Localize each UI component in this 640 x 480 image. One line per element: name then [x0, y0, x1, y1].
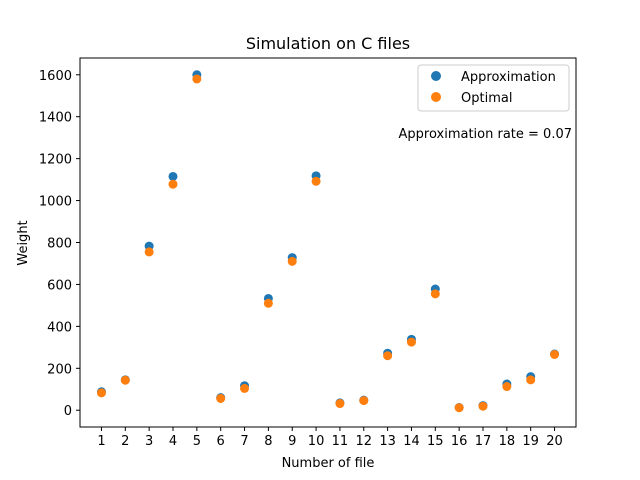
- x-tick-label: 20: [546, 434, 563, 449]
- x-tick-label: 7: [240, 434, 248, 449]
- point-optimal: [335, 399, 345, 409]
- x-axis-label: Number of file: [282, 456, 375, 471]
- x-tick-label: 3: [145, 434, 153, 449]
- y-tick-label: 400: [47, 320, 72, 335]
- point-optimal: [263, 298, 273, 308]
- point-optimal: [216, 393, 226, 403]
- point-optimal: [144, 247, 154, 257]
- point-optimal: [406, 337, 416, 347]
- point-optimal: [287, 256, 297, 266]
- chart-title: Simulation on C files: [246, 34, 410, 53]
- point-optimal: [526, 375, 536, 385]
- y-tick-label: 1600: [39, 69, 72, 84]
- x-tick-label: 10: [308, 434, 325, 449]
- point-optimal: [120, 375, 130, 385]
- approximation-rate-annotation: Approximation rate = 0.07: [399, 127, 573, 142]
- point-approximation: [168, 171, 178, 181]
- point-optimal: [502, 382, 512, 392]
- y-tick-label: 1000: [39, 195, 72, 210]
- x-tick-label: 11: [332, 434, 349, 449]
- x-tick-label: 4: [169, 434, 177, 449]
- legend-marker-optimal: [431, 92, 441, 102]
- x-tick-label: 14: [403, 434, 420, 449]
- point-optimal: [311, 176, 321, 186]
- y-tick-label: 1400: [39, 111, 72, 126]
- point-optimal: [383, 351, 393, 361]
- point-optimal: [96, 388, 106, 398]
- y-tick-label: 200: [47, 362, 72, 377]
- point-optimal: [192, 74, 202, 84]
- y-tick-label: 0: [64, 404, 72, 419]
- x-axis: 1 2 3 4 5 6 7 8 9 10 11 12 13 14 15 16 17 18 19 20: [97, 427, 563, 449]
- point-optimal: [168, 179, 178, 189]
- data-points: [96, 70, 560, 413]
- point-optimal: [430, 289, 440, 299]
- x-tick-label: 17: [475, 434, 492, 449]
- point-optimal: [550, 349, 560, 359]
- x-tick-label: 8: [264, 434, 272, 449]
- x-tick-label: 18: [499, 434, 516, 449]
- x-tick-label: 15: [427, 434, 444, 449]
- x-tick-label: 5: [193, 434, 201, 449]
- y-axis-label: Weight: [16, 220, 31, 265]
- x-tick-label: 19: [522, 434, 539, 449]
- y-tick-label: 1200: [39, 153, 72, 168]
- x-tick-label: 13: [379, 434, 396, 449]
- x-tick-label: 2: [121, 434, 129, 449]
- point-optimal: [240, 383, 250, 393]
- y-axis: 0 200 400 600 800 1000 1200 1400 1600: [39, 69, 80, 419]
- x-tick-label: 9: [288, 434, 296, 449]
- point-optimal: [454, 403, 464, 413]
- point-optimal: [359, 396, 369, 406]
- legend-label-approximation: Approximation: [461, 70, 556, 85]
- legend-marker-approximation: [431, 71, 441, 81]
- point-optimal: [478, 401, 488, 411]
- y-tick-label: 800: [47, 237, 72, 252]
- x-tick-label: 1: [97, 434, 105, 449]
- legend-label-optimal: Optimal: [461, 91, 512, 106]
- legend-box: [417, 64, 570, 112]
- x-tick-label: 6: [217, 434, 225, 449]
- x-tick-label: 12: [355, 434, 372, 449]
- y-tick-label: 600: [47, 278, 72, 293]
- x-tick-label: 16: [451, 434, 468, 449]
- legend: Approximation Optimal: [417, 64, 570, 112]
